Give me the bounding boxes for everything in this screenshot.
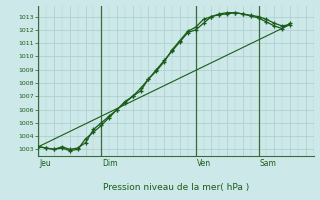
- Text: Jeu: Jeu: [40, 159, 52, 168]
- Text: Pression niveau de la mer( hPa ): Pression niveau de la mer( hPa ): [103, 183, 249, 192]
- Text: Dim: Dim: [103, 159, 118, 168]
- Text: Ven: Ven: [197, 159, 211, 168]
- Text: Sam: Sam: [260, 159, 277, 168]
